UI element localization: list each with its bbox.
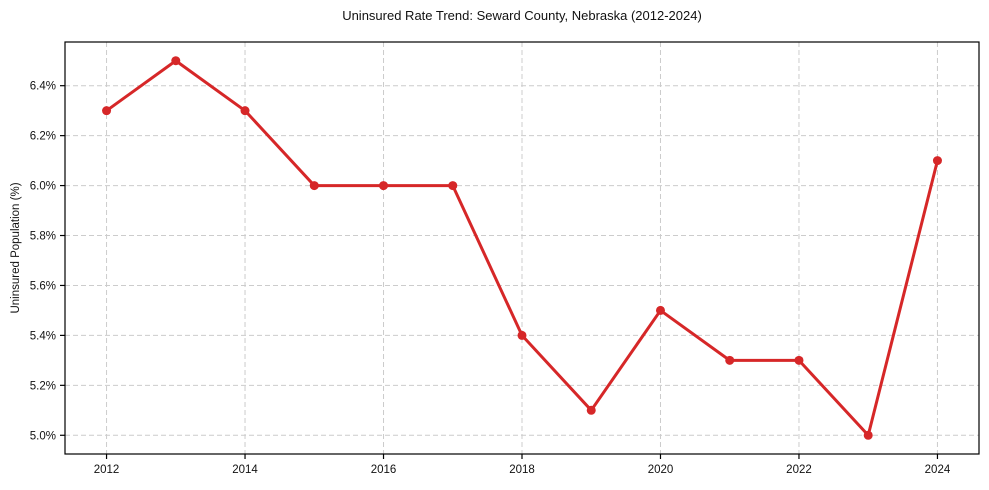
y-tick-label: 5.6% — [30, 280, 56, 292]
data-point — [932, 156, 942, 166]
data-point — [863, 430, 873, 440]
data-point — [102, 106, 112, 116]
plot-border — [64, 41, 980, 455]
x-tick-label: 2018 — [509, 464, 535, 476]
y-tick-label: 5.2% — [30, 380, 56, 392]
x-tick-label: 2020 — [648, 464, 674, 476]
y-tick-label: 5.4% — [30, 330, 56, 342]
data-point — [725, 355, 735, 365]
x-tick-label: 2014 — [232, 464, 258, 476]
x-tick-label: 2012 — [94, 464, 120, 476]
x-tick-label: 2024 — [925, 464, 951, 476]
x-tick-label: 2022 — [786, 464, 812, 476]
y-tick-label: 5.8% — [30, 231, 56, 243]
data-point — [794, 355, 804, 365]
chart-title: Uninsured Rate Trend: Seward County, Neb… — [342, 8, 702, 23]
x-tick-label: 2016 — [371, 464, 397, 476]
data-point — [448, 181, 458, 191]
y-tick-label: 6.4% — [30, 81, 56, 93]
data-point — [517, 330, 527, 340]
data-point — [655, 305, 665, 315]
data-point — [379, 181, 389, 191]
y-tick-label: 6.0% — [30, 181, 56, 193]
data-point — [586, 405, 596, 415]
data-point — [171, 56, 181, 66]
data-point — [309, 181, 319, 191]
y-tick-label: 6.2% — [30, 131, 56, 143]
data-point — [240, 106, 250, 116]
y-tick-label: 5.0% — [30, 430, 56, 442]
